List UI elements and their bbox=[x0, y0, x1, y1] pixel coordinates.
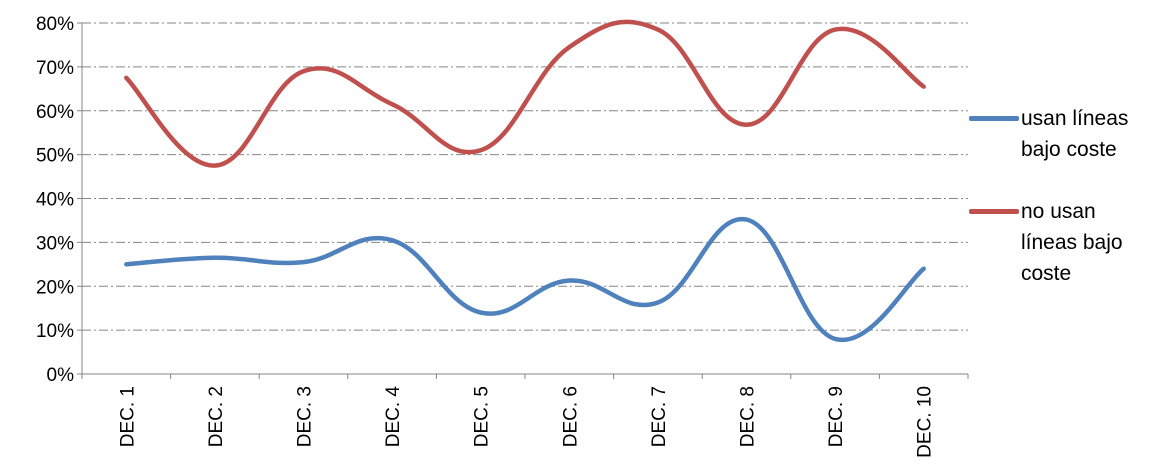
y-tick-label: 80% bbox=[36, 14, 74, 35]
y-tick-label: 0% bbox=[47, 365, 75, 386]
x-tick-label: DEC. 10 bbox=[915, 386, 936, 458]
series-line-no-usan bbox=[124, 19, 926, 168]
x-tick-label: DEC. 2 bbox=[206, 386, 227, 447]
y-tick-label: 70% bbox=[36, 58, 74, 79]
y-tick-label: 20% bbox=[36, 277, 74, 298]
x-tick-label: DEC. 8 bbox=[738, 386, 759, 447]
x-tick-label: DEC. 4 bbox=[383, 386, 404, 448]
legend-swatch-usan bbox=[969, 116, 1019, 121]
y-tick-label: 50% bbox=[36, 146, 74, 167]
legend-label-no-usan: no usan líneas bajo coste bbox=[1021, 200, 1123, 285]
x-tick-label: DEC. 9 bbox=[826, 386, 847, 447]
y-axis-ticks: 0% 10% 20% 30% 40% 50% 60% 70% 80% bbox=[36, 14, 82, 386]
legend-item-no-usan: no usan líneas bajo coste bbox=[969, 196, 1154, 289]
gridlines bbox=[82, 22, 968, 331]
x-axis-ticks: DEC. 1 DEC. 2 DEC. 3 DEC. 4 DEC. 5 DEC. 6 DEC.… bbox=[81, 374, 969, 458]
y-tick-label: 10% bbox=[36, 321, 74, 342]
legend-label-usan: usan líneas bajo coste bbox=[1021, 107, 1129, 161]
legend-swatch-no-usan bbox=[969, 209, 1019, 214]
y-tick-label: 30% bbox=[36, 233, 74, 254]
y-tick-label: 40% bbox=[36, 190, 74, 211]
x-tick-label: DEC. 5 bbox=[472, 386, 493, 447]
series-line-usan bbox=[124, 217, 926, 343]
series-lines bbox=[124, 19, 926, 343]
legend-item-usan: usan líneas bajo coste bbox=[969, 103, 1154, 165]
x-tick-label: DEC. 1 bbox=[117, 386, 138, 447]
x-tick-label: DEC. 6 bbox=[560, 386, 581, 447]
x-tick-label: DEC. 7 bbox=[649, 386, 670, 447]
y-tick-label: 60% bbox=[36, 102, 74, 123]
x-tick-label: DEC. 3 bbox=[295, 386, 316, 447]
